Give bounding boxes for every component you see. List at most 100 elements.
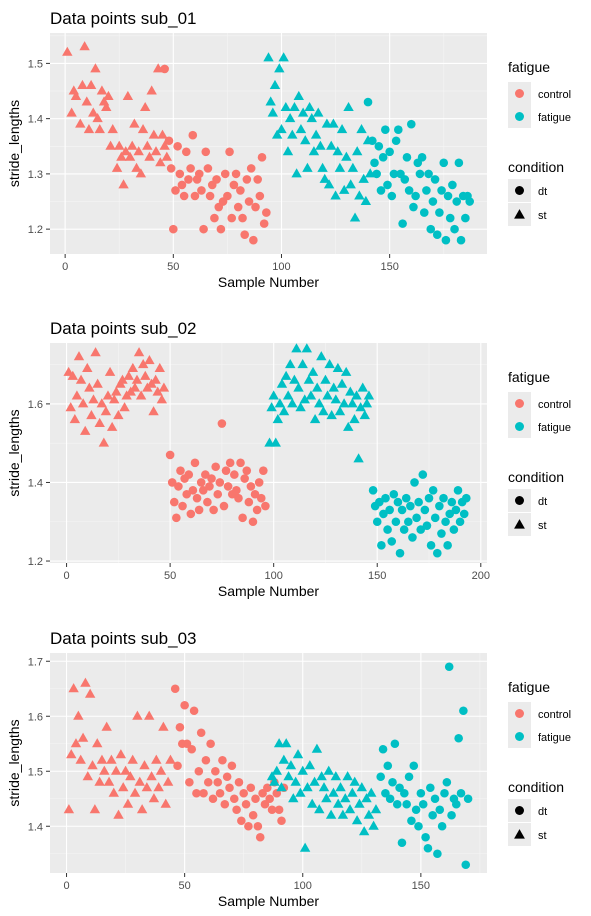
data-point-fatigue-st [321,793,332,803]
data-point-fatigue-dt [447,497,457,507]
data-point-control-dt [252,505,262,515]
data-point-fatigue-st [318,406,329,416]
data-point-fatigue-dt [448,180,457,190]
data-point-fatigue-st [330,771,342,781]
data-point-fatigue-dt [379,509,388,519]
data-point-fatigue-dt [426,224,436,234]
data-point-fatigue-dt [423,843,433,853]
data-point-fatigue-dt [398,219,407,228]
data-point-control-dt [237,816,246,826]
data-point-fatigue-st [276,378,288,388]
chart-panel-3: Data points sub_03 0 50 100 150 1.4 1.5 1.6 1.7 S… [6,629,571,909]
data-point-control-dt [250,489,260,499]
legend-label-fatigue: fatigue [538,422,571,434]
y-tick-label: 1.3 [28,169,43,181]
data-point-fatigue-dt [430,513,440,523]
data-point-control-st [134,776,145,786]
data-point-fatigue-st [304,101,315,112]
data-point-control-dt [209,505,218,515]
data-point-fatigue-st [314,804,325,814]
data-point-fatigue-dt [465,197,474,206]
legend-title-fatigue: fatigue [508,59,550,75]
y-tick-label: 1.4 [28,477,43,489]
data-point-control-st [153,782,164,792]
x-tick-label: 0 [64,570,70,582]
data-point-control-st [86,410,97,420]
y-tick-label: 1.2 [28,224,43,236]
data-point-control-dt [246,783,256,793]
data-point-fatigue-st [316,351,327,361]
data-point-control-st [70,90,82,100]
data-point-fatigue-st [293,90,304,100]
data-point-fatigue-dt [428,486,438,495]
data-point-fatigue-dt [411,191,420,201]
data-point-control-st [123,370,134,380]
data-point-fatigue-dt [422,521,432,530]
legend-label-fatigue: fatigue [538,112,571,124]
data-point-fatigue-st [328,787,339,797]
data-point-fatigue-st [297,765,308,775]
data-point-fatigue-dt [401,493,411,503]
data-point-fatigue-st [307,798,318,808]
legend: fatigue control fatigue condition dt st [508,59,571,226]
data-point-fatigue-dt [389,169,399,179]
data-point-control-dt [221,466,231,475]
data-point-fatigue-dt [372,169,381,179]
data-point-fatigue-dt [414,497,423,507]
data-point-control-dt [182,489,191,499]
data-point-control-st [117,374,128,384]
data-point-control-st [92,112,103,123]
data-point-fatigue-st [281,738,292,748]
data-point-fatigue-dt [445,213,455,223]
data-point-fatigue-dt [428,810,437,820]
data-point-fatigue-st [292,749,304,759]
data-point-fatigue-dt [407,816,416,826]
data-point-control-dt [241,799,251,809]
legend-title-condition: condition [508,159,564,175]
data-point-control-dt [222,772,232,782]
data-point-fatigue-dt [378,153,388,162]
data-point-fatigue-st [287,398,298,408]
data-point-fatigue-st [370,804,382,814]
legend-title-fatigue: fatigue [508,679,550,695]
data-point-fatigue-st [354,798,365,808]
data-point-control-st [85,79,97,89]
data-point-control-dt [240,474,249,483]
data-point-control-dt [196,478,206,487]
data-point-control-st [142,140,153,150]
data-point-control-dt [206,739,215,749]
data-point-control-dt [242,466,252,475]
data-point-control-dt [255,191,265,201]
data-point-fatigue-st [278,754,290,764]
data-point-fatigue-st [344,804,356,814]
data-point-fatigue-st [269,776,280,786]
data-point-control-dt [265,794,274,804]
data-point-control-dt [181,147,191,157]
data-point-fatigue-st [271,129,283,139]
data-point-control-dt [184,175,193,184]
data-point-control-dt [164,136,174,146]
data-point-control-dt [186,164,195,173]
data-point-fatigue-st [340,366,352,376]
data-point-fatigue-st [328,382,339,392]
data-point-control-st [116,151,127,161]
chart-panel-2: Data points sub_02 0 50 100 150 200 1.2 1.4 1.6 S… [6,319,571,599]
data-point-fatigue-st [323,765,334,775]
data-point-fatigue-dt [377,541,386,550]
data-point-control-st [94,124,105,134]
x-tick-label: 0 [62,261,68,273]
data-point-control-st [99,765,110,775]
data-point-fatigue-dt [393,497,403,507]
legend-label-dt: dt [538,496,547,508]
y-tick-label: 1.2 [28,556,43,568]
data-point-control-dt [176,466,185,475]
legend-label-st: st [538,210,547,222]
data-point-fatigue-st [323,179,335,189]
data-point-fatigue-dt [409,202,418,212]
data-point-fatigue-dt [441,235,451,245]
data-point-control-st [137,124,149,134]
data-point-control-st [63,804,75,814]
data-point-fatigue-dt [397,838,407,848]
data-point-control-dt [232,805,241,815]
data-point-fatigue-st [319,173,330,183]
